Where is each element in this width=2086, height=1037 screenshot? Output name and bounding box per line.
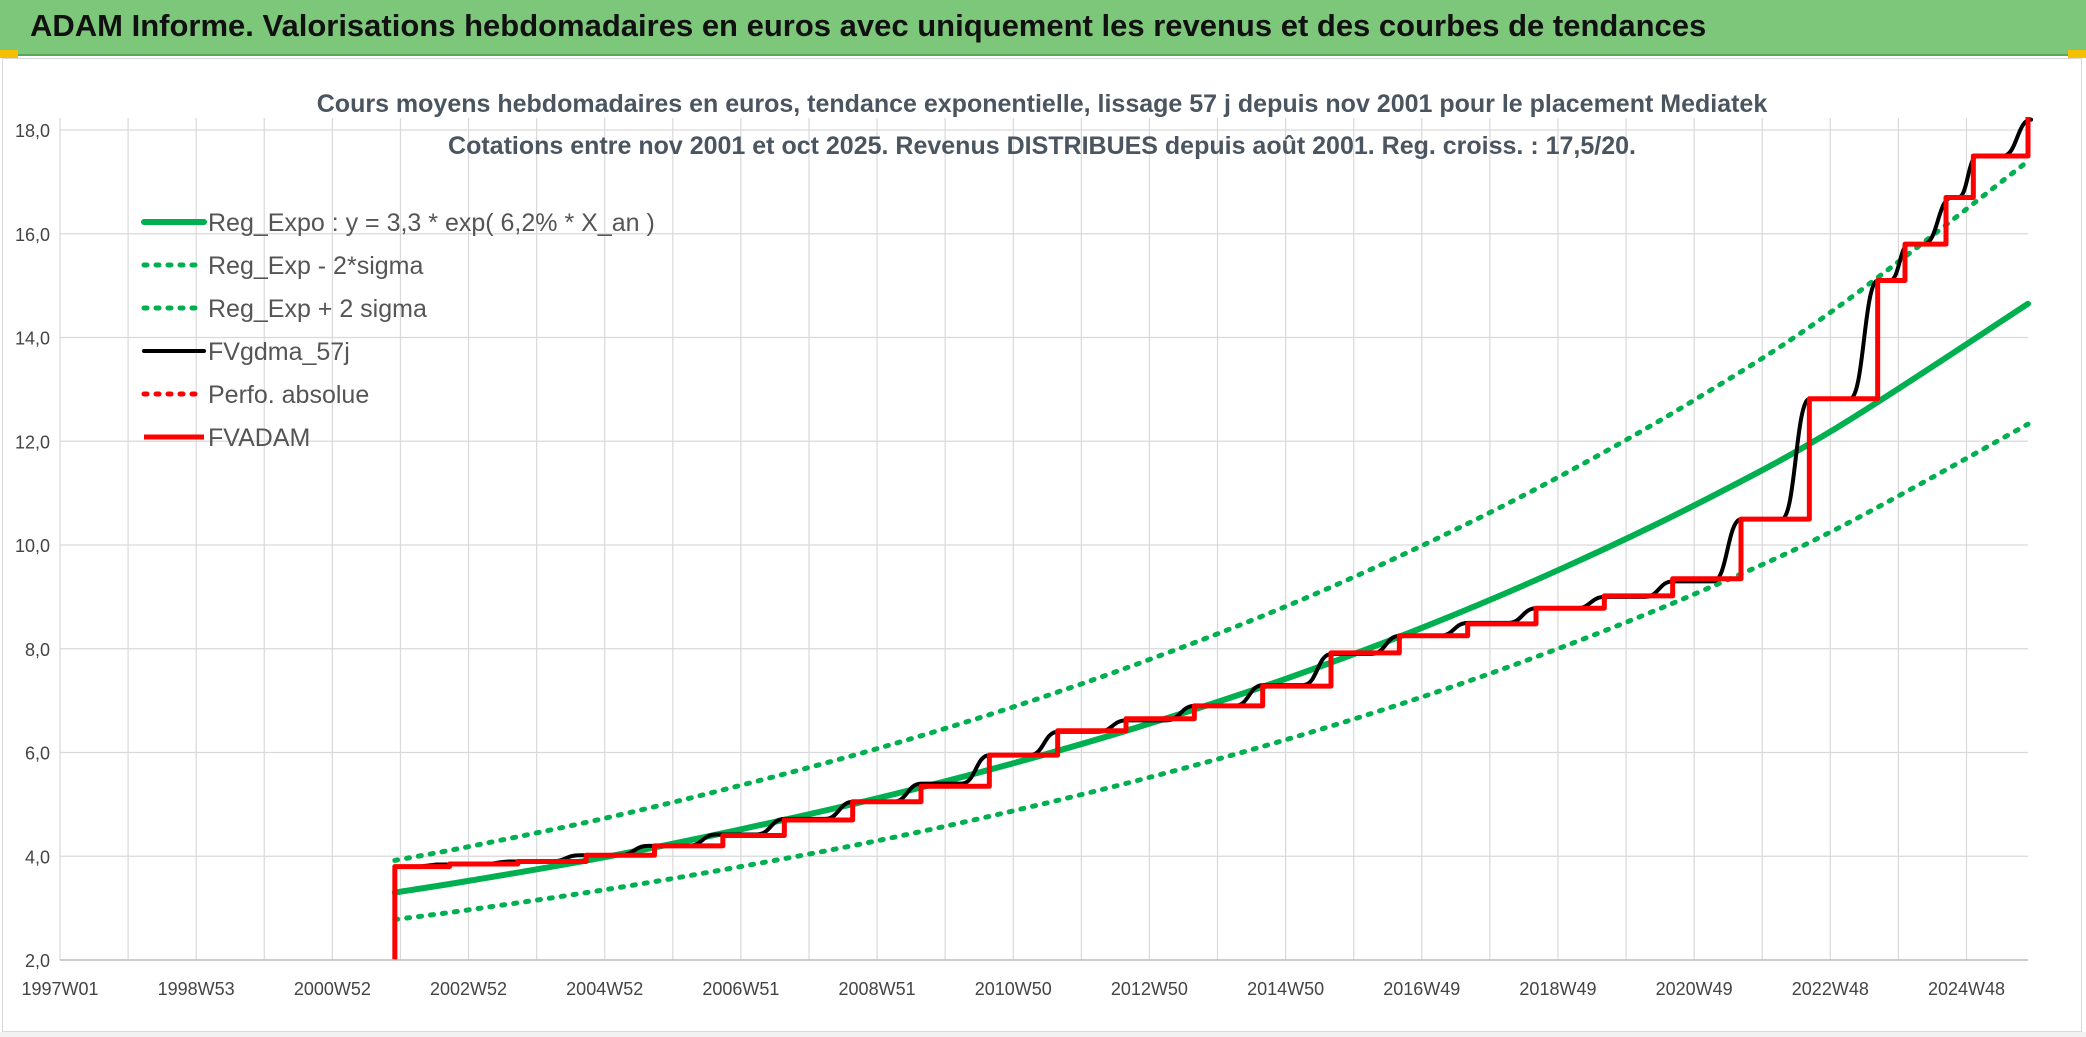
legend-label: FVgdma_57j (208, 338, 350, 366)
x-tick-label: 2006W51 (702, 979, 779, 999)
legend-label: Reg_Exp + 2 sigma (208, 295, 427, 323)
legend-label: FVADAM (208, 424, 310, 452)
x-tick-label: 2014W50 (1247, 979, 1324, 999)
x-tick-label: 2024W48 (1928, 979, 2005, 999)
series-line-2 (392, 158, 2031, 863)
y-tick-label: 6,0 (25, 744, 50, 764)
y-tick-label: 14,0 (15, 329, 50, 349)
x-tick-label: 2022W48 (1792, 979, 1869, 999)
legend-label: Perfo. absolue (208, 381, 369, 409)
x-tick-label: 2004W52 (566, 979, 643, 999)
series-line-0 (391, 300, 2031, 896)
chart-legend: Reg_Expo : y = 3,3 * exp( 6,2% * X_an ) R… (141, 209, 655, 452)
x-tick-label: 2020W49 (1656, 979, 1733, 999)
y-tick-label: 12,0 (15, 432, 50, 452)
y-tick-label: 16,0 (15, 225, 50, 245)
series-line-3 (392, 117, 2034, 869)
x-tick-label: 2002W52 (430, 979, 507, 999)
x-tick-label: 2012W50 (1111, 979, 1188, 999)
x-tick-label: 2010W50 (975, 979, 1052, 999)
corner-marker-right (2068, 50, 2086, 58)
x-tick-label: 1998W53 (158, 979, 235, 999)
corner-marker-left (0, 50, 18, 58)
chart-grid (59, 118, 2028, 961)
x-tick-label: 1997W01 (21, 979, 98, 999)
page-title: ADAM Informe. Valorisations hebdomadaire… (30, 8, 1707, 43)
y-tick-label: 4,0 (25, 847, 50, 867)
y-tick-label: 10,0 (15, 536, 50, 556)
chart-series (391, 117, 2034, 960)
series-line-1 (392, 421, 2031, 923)
header-bar: ADAM Informe. Valorisations hebdomadaire… (0, 0, 2086, 56)
legend-label: Reg_Expo : y = 3,3 * exp( 6,2% * X_an ) (208, 209, 655, 237)
chart-ticks: 2,0 4,0 6,0 8,0 10,0 12,0 14,0 16,0 18,0 1997W01 1… (15, 121, 2028, 999)
legend-label: Reg_Exp - 2*sigma (208, 252, 423, 280)
y-tick-label: 18,0 (15, 121, 50, 141)
x-tick-label: 2018W49 (1519, 979, 1596, 999)
y-tick-label: 8,0 (25, 640, 50, 660)
chart-title-line2: Cotations entre nov 2001 et oct 2025. Re… (448, 132, 1636, 160)
y-tick-label: 2,0 (25, 951, 50, 971)
x-tick-label: 2008W51 (839, 979, 916, 999)
chart-title-line1: Cours moyens hebdomadaires en euros, ten… (317, 90, 1768, 118)
x-tick-label: 2016W49 (1383, 979, 1460, 999)
bottom-bar (0, 1032, 2086, 1037)
x-tick-label: 2000W52 (294, 979, 371, 999)
series-line-5 (392, 117, 2031, 960)
